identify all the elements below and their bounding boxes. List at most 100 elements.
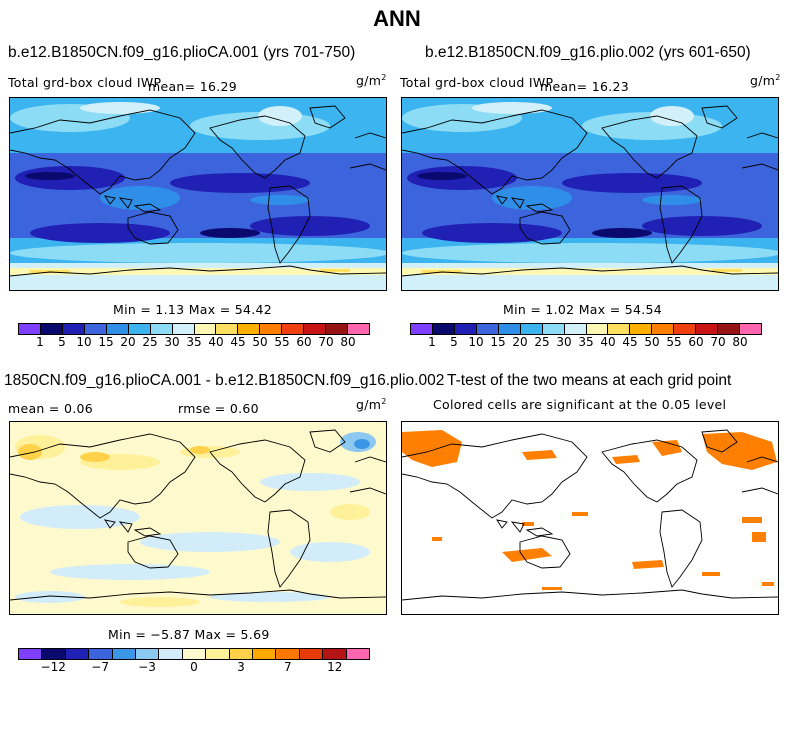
panel-variable-1: Total grd-box cloud IWP (8, 75, 162, 90)
colorbar-tick-label: 70 (710, 335, 726, 349)
panel-subtitle-4: Colored cells are significant at the 0.0… (433, 397, 727, 412)
main-title: ANN (373, 6, 421, 31)
panel-mean-2: mean= 16.23 (540, 79, 629, 94)
colorbar-tick-label: 80 (732, 335, 748, 349)
colorbar-swatch (630, 324, 653, 334)
colorbar-swatch (282, 324, 305, 334)
colorbar-2 (410, 323, 762, 335)
colorbar-swatch (276, 649, 300, 659)
colorbar-swatch (106, 324, 129, 334)
colorbar-tick-label: 50 (644, 335, 660, 349)
colorbar-tick-label: 25 (142, 335, 158, 349)
panel-mean-1: mean= 16.29 (148, 79, 237, 94)
colorbar-tick-label: 1 (428, 335, 436, 349)
iwp-map-1 (10, 98, 386, 290)
ttest-map (402, 422, 778, 614)
colorbar-tick-label: −7 (91, 660, 109, 674)
colorbar-tick-label: 7 (284, 660, 292, 674)
colorbar-tick-label: 15 (98, 335, 114, 349)
colorbar-swatch (608, 324, 631, 334)
colorbar-ticks-3: −12 −7 −3 0 3 7 12 (18, 660, 370, 674)
colorbar-ticks-1: 1 5 10 15 20 25 30 35 40 45 50 55 60 70 80 (18, 335, 370, 349)
colorbar-swatch (62, 324, 85, 334)
colorbar-tick-label: 35 (186, 335, 202, 349)
colorbar-swatch (136, 649, 160, 659)
colorbar-swatch (89, 649, 113, 659)
colorbar-tick-label: 5 (58, 335, 66, 349)
colorbar-swatch (206, 649, 230, 659)
panel-mean-3: mean = 0.06 (8, 401, 94, 416)
colorbar-tick-label: 60 (296, 335, 312, 349)
colorbar-swatch (84, 324, 107, 334)
colorbar-swatch (18, 649, 43, 659)
colorbar-swatch (128, 324, 151, 334)
colorbar-tick-label: 35 (578, 335, 594, 349)
colorbar-swatch (564, 324, 587, 334)
colorbar-swatch (42, 649, 66, 659)
colorbar-swatch (182, 649, 207, 659)
panel-units-2: g/m2 (750, 73, 781, 89)
colorbar-tick-label: 20 (120, 335, 136, 349)
colorbar-tick-label: 45 (230, 335, 246, 349)
colorbar-swatch (542, 324, 565, 334)
panel-minmax-2: Min = 1.02 Max = 54.54 (503, 302, 663, 317)
colorbar-swatch (40, 324, 63, 334)
colorbar-swatch (65, 649, 90, 659)
colorbar-1 (18, 323, 370, 335)
colorbar-swatch (216, 324, 239, 334)
colorbar-swatch (432, 324, 455, 334)
colorbar-swatch (410, 324, 433, 334)
colorbar-swatch (346, 649, 371, 659)
significant-cells (402, 430, 777, 590)
panel-title-2: b.e12.B1850CN.f09_g16.plio.002 (yrs 601-… (425, 44, 751, 61)
panel-minmax-3: Min = −5.87 Max = 5.69 (108, 627, 270, 642)
iwp-map-2 (402, 98, 778, 290)
map-panel-3 (9, 421, 387, 615)
colorbar-swatch (172, 324, 195, 334)
colorbar-tick-label: 1 (36, 335, 44, 349)
colorbar-swatch (299, 649, 324, 659)
colorbar-tick-label: 3 (237, 660, 245, 674)
colorbar-swatch (326, 324, 349, 334)
colorbar-swatch (18, 324, 41, 334)
colorbar-swatch (740, 324, 762, 334)
colorbar-tick-label: 30 (164, 335, 180, 349)
colorbar-swatch (112, 649, 137, 659)
colorbar-swatch (476, 324, 499, 334)
colorbar-tick-label: 10 (468, 335, 484, 349)
colorbar-swatch (520, 324, 543, 334)
diff-map (10, 422, 386, 614)
colorbar-swatch (159, 649, 183, 659)
panel-units-3: g/m2 (356, 397, 387, 413)
map-panel-4 (401, 421, 779, 615)
colorbar-tick-label: 30 (556, 335, 572, 349)
panel-units-1: g/m2 (356, 73, 387, 89)
panel-variable-2: Total grd-box cloud IWP (400, 75, 554, 90)
colorbar-swatch (304, 324, 327, 334)
colorbar-tick-label: 55 (666, 335, 682, 349)
panel-title-1: b.e12.B1850CN.f09_g16.plioCA.001 (yrs 70… (8, 44, 356, 61)
colorbar-tick-label: 40 (600, 335, 616, 349)
colorbar-swatch (229, 649, 254, 659)
colorbar-tick-label: 60 (688, 335, 704, 349)
panel-rmse-3: rmse = 0.60 (178, 401, 259, 416)
map-panel-1 (9, 97, 387, 291)
colorbar-tick-label: 50 (252, 335, 268, 349)
colorbar-3 (18, 648, 371, 660)
colorbar-tick-label: 20 (512, 335, 528, 349)
colorbar-swatch (498, 324, 521, 334)
colorbar-swatch (260, 324, 283, 334)
colorbar-tick-label: 5 (450, 335, 458, 349)
colorbar-swatch (586, 324, 609, 334)
colorbar-swatch (253, 649, 277, 659)
panel-title-4: T-test of the two means at each grid poi… (447, 372, 732, 389)
colorbar-swatch (348, 324, 370, 334)
colorbar-tick-label: 15 (490, 335, 506, 349)
colorbar-tick-label: 45 (622, 335, 638, 349)
colorbar-swatch (194, 324, 217, 334)
colorbar-tick-label: 12 (327, 660, 343, 674)
colorbar-tick-label: 40 (208, 335, 224, 349)
map-panel-2 (401, 97, 779, 291)
panel-minmax-1: Min = 1.13 Max = 54.42 (113, 302, 273, 317)
colorbar-swatch (454, 324, 477, 334)
